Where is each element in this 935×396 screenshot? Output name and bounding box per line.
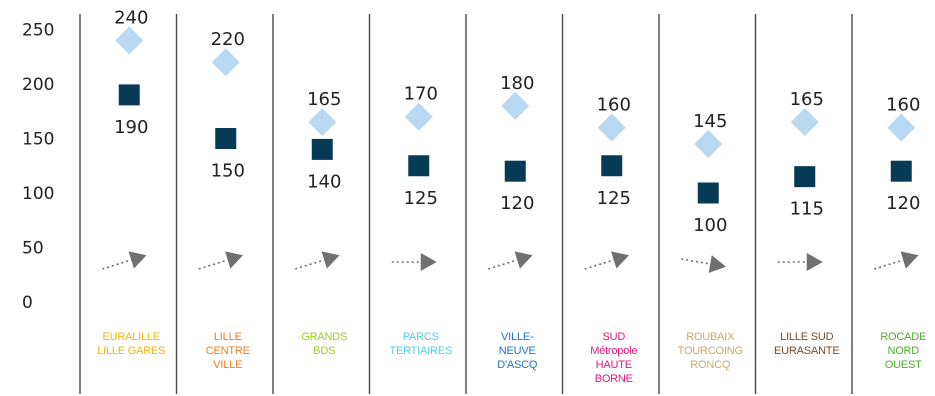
category-label: LILLE SUD bbox=[780, 331, 833, 343]
diamond-point bbox=[790, 108, 819, 137]
diamond-point bbox=[597, 113, 626, 142]
diamond-value-label: 170 bbox=[404, 84, 438, 105]
category-column: 170 125 PARCS TERTIAIRES bbox=[389, 84, 452, 357]
square-value-label: 120 bbox=[500, 193, 534, 214]
square-point bbox=[408, 155, 430, 177]
diamond-value-label: 240 bbox=[114, 7, 148, 28]
column-dividers bbox=[79, 14, 853, 394]
category-label: OUEST bbox=[885, 359, 922, 371]
trend-arrow bbox=[681, 255, 727, 273]
category-column: 180 120 VILLE- NEUVE D'ASCQ bbox=[488, 73, 538, 371]
diamond-point bbox=[694, 129, 723, 158]
category-label: LILLE bbox=[214, 331, 242, 343]
category-label: SUD bbox=[602, 331, 625, 343]
diamond-value-label: 160 bbox=[597, 95, 631, 116]
diamond-value-label: 165 bbox=[790, 89, 824, 110]
diamond-point bbox=[501, 91, 530, 120]
category-label: Métropole bbox=[590, 345, 637, 357]
y-axis: 0 50 100 150 200 250 bbox=[22, 21, 54, 314]
square-point bbox=[697, 182, 719, 204]
category-column: 165 115 LILLE SUD EURASANTE bbox=[774, 89, 840, 357]
trend-arrow bbox=[488, 251, 533, 270]
category-column: 160 125 SUD Métropole HAUTE BORNE bbox=[584, 95, 638, 385]
category-label: EURALILLE bbox=[102, 331, 160, 343]
category-label: ROUBAIX bbox=[686, 331, 735, 343]
category-label: TOURCOING bbox=[678, 345, 743, 357]
trend-arrow bbox=[198, 251, 244, 270]
category-column: 160 120 ROCADE NORD OUEST bbox=[874, 95, 926, 371]
square-value-label: 125 bbox=[404, 188, 438, 209]
category-column: 165 140 GRANDS BDS bbox=[295, 89, 347, 357]
diamond-point bbox=[115, 26, 144, 55]
square-point bbox=[504, 160, 526, 182]
square-value-label: 120 bbox=[886, 193, 920, 214]
square-point bbox=[890, 160, 912, 182]
diamond-point bbox=[308, 108, 337, 137]
diamond-value-label: 160 bbox=[886, 95, 920, 116]
y-tick-label: 50 bbox=[22, 239, 44, 259]
category-column: 240 190 EURALILLE LILLE GARES bbox=[97, 7, 165, 357]
square-point bbox=[118, 84, 140, 106]
square-point bbox=[794, 166, 816, 188]
category-columns: 240 190 EURALILLE LILLE GARES 220 150 LILLE CEN… bbox=[97, 7, 926, 385]
y-tick-label: 150 bbox=[22, 130, 54, 150]
category-column: 220 150 LILLE CENTRE VILLE bbox=[198, 29, 250, 371]
diamond-point bbox=[887, 113, 916, 142]
diamond-point bbox=[404, 102, 433, 131]
diamond-value-label: 220 bbox=[211, 29, 245, 50]
trend-arrow bbox=[391, 253, 437, 271]
category-label: HAUTE bbox=[596, 359, 632, 371]
square-value-label: 190 bbox=[114, 117, 148, 138]
square-value-label: 125 bbox=[597, 188, 631, 209]
trend-arrow bbox=[102, 251, 147, 270]
category-label: TERTIAIRES bbox=[389, 345, 452, 357]
y-tick-label: 100 bbox=[22, 184, 54, 204]
y-tick-label: 200 bbox=[22, 75, 54, 95]
square-value-label: 115 bbox=[790, 199, 824, 220]
category-label: D'ASCQ bbox=[497, 359, 538, 371]
square-point bbox=[215, 128, 237, 149]
diamond-value-label: 165 bbox=[307, 89, 341, 110]
category-label: NEUVE bbox=[499, 345, 536, 357]
square-value-label: 150 bbox=[211, 161, 245, 182]
category-label: LILLE GARES bbox=[97, 345, 165, 357]
trend-arrow bbox=[295, 251, 340, 270]
trend-arrow bbox=[584, 251, 630, 270]
diamond-value-label: 180 bbox=[500, 73, 534, 94]
category-label: CENTRE bbox=[206, 345, 250, 357]
category-label: BDS bbox=[313, 345, 335, 357]
y-tick-label: 0 bbox=[22, 293, 33, 313]
category-label: ROCADE bbox=[880, 331, 926, 343]
trend-arrow bbox=[874, 251, 919, 270]
square-value-label: 140 bbox=[307, 171, 341, 192]
diamond-point bbox=[211, 48, 240, 77]
square-value-label: 100 bbox=[693, 215, 727, 236]
trend-arrow bbox=[777, 253, 823, 271]
square-point bbox=[601, 155, 623, 177]
y-tick-label: 250 bbox=[22, 21, 54, 41]
category-column: 145 100 ROUBAIX TOURCOING RONCQ bbox=[678, 111, 743, 371]
category-label: GRANDS bbox=[301, 331, 347, 343]
diamond-value-label: 145 bbox=[693, 111, 727, 132]
category-label: EURASANTE bbox=[774, 345, 839, 357]
category-label: VILLE- bbox=[501, 331, 534, 343]
category-label: VILLE bbox=[213, 359, 242, 371]
category-label: PARCS bbox=[403, 331, 439, 343]
square-point bbox=[311, 138, 333, 160]
category-label: NORD bbox=[887, 345, 919, 357]
category-label: RONCQ bbox=[690, 359, 731, 371]
category-label: BORNE bbox=[595, 373, 633, 385]
